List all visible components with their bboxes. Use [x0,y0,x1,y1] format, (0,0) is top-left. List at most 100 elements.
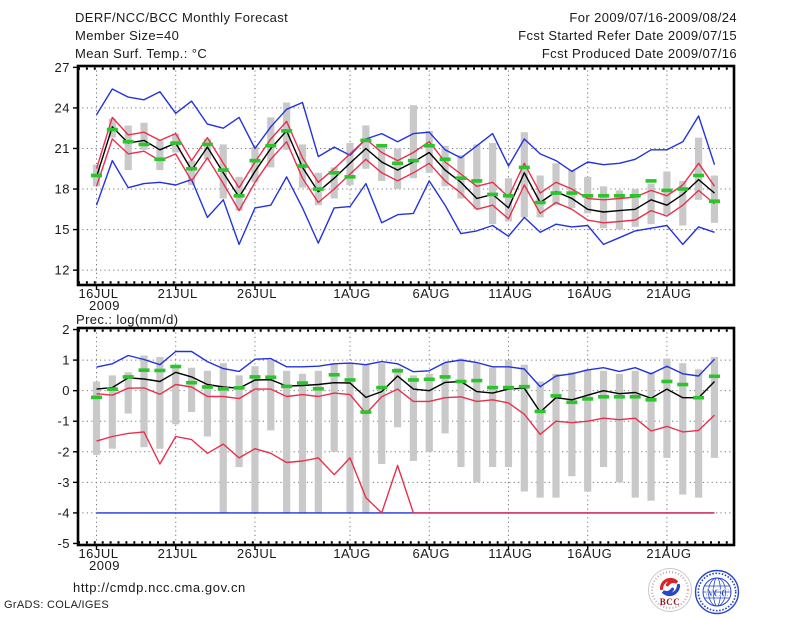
series-spread-bar [140,122,148,150]
series-observation-dash [518,384,530,389]
series-observation-dash [91,395,102,400]
series-spread-bar [187,367,196,413]
series-observation-dash [154,368,166,373]
series-spread-bar [187,160,196,185]
series-observation-dash [550,394,562,398]
series-spread-bar [631,189,639,227]
series-spread-bar [679,363,687,495]
series-observation-dash [693,173,705,178]
series-observation-dash [471,378,483,383]
series-observation-dash [376,385,388,390]
series-spread-bar [251,147,259,183]
series-observation-dash [376,143,388,148]
series-observation-dash [122,139,134,144]
series-spread-bar [504,178,513,222]
ncc-logo: NCC [694,569,740,615]
series-observation-dash [677,187,689,191]
series-spread-bar [584,369,592,492]
x-tick-label: 16JUL [78,546,118,561]
series-spread-bar [679,180,687,226]
series-observation-dash [566,191,578,195]
series-observation-dash [582,397,594,401]
series-observation-dash [598,193,610,198]
series-observation-dash [91,173,102,178]
series-spread-bar [267,117,275,168]
series-observation-dash [186,166,198,171]
series-observation-dash [582,193,594,198]
series-spread-bar [346,363,354,513]
x-tick-label: 1AUG [333,286,370,301]
y-tick-label: -3 [57,475,70,490]
series-spread-bar [425,373,433,452]
series-spread-bar [235,176,243,211]
series-observation-dash [392,161,404,166]
series-observation-dash [708,374,720,379]
series-spread-bar [663,358,671,458]
series-observation-dash [566,400,578,405]
series-ensemble-mean [96,371,715,413]
series-observation-dash [328,372,340,377]
series-spread-bar [536,381,544,498]
series-observation-dash [265,143,277,148]
series-observation-dash [296,381,308,385]
series-spread-bar [203,139,212,160]
ncc-logo-text: NCC [704,588,729,600]
fcst-started-label: Fcst Started Refer Date 2009/07/15 [518,28,737,43]
y-tick-label: 15 [55,222,70,237]
series-observation-dash [312,187,324,191]
series-observation-dash [534,409,546,414]
series-observation-dash [344,378,356,382]
x-tick-label: 26JUL [237,546,277,561]
series-spread-bar [156,357,164,449]
x-tick-label: 16JUL [78,286,118,301]
x-tick-label: 6AUG [413,546,450,561]
series-observation-dash [138,368,150,372]
series-observation-dash [471,179,483,183]
series-observation-dash [281,129,293,133]
series-spread-bar [393,367,402,428]
x-tick-label: 1AUG [333,546,370,561]
bcc-logo-ring-text [650,570,690,610]
series-spread-bar [203,370,212,437]
series-observation-dash [233,386,245,390]
y-tick-label: -5 [57,536,70,551]
series-observation-dash [502,193,514,198]
series-observation-dash [455,379,467,384]
series-spread-bar [489,367,497,468]
series-observation-dash [439,157,451,162]
series-ensemble-min [95,159,715,246]
series-observation-dash [360,138,372,143]
series-observation-dash [534,200,546,205]
series-observation-dash [455,176,467,181]
series-spread-bar [378,363,386,465]
series-observation-dash [598,394,610,399]
y-tick-label: 0 [62,383,70,398]
series-lower-percentile [96,431,715,514]
series-spread-bar [108,375,116,449]
series-spread-bar [172,367,180,425]
series-observation-dash [645,179,657,183]
series-spread-bar [599,370,608,468]
y-tick-label: 12 [55,263,70,278]
member-size-label: Member Size=40 [75,28,180,43]
series-spread-bar [473,144,481,210]
series-spread-bar [552,373,560,498]
series-spread-bar [314,370,322,513]
series-spread-bar [520,364,528,492]
series-observation-dash [661,379,673,384]
series-observation-dash [613,394,625,399]
temperature-chart-title: Mean Surf. Temp.: °C [75,46,208,61]
x-tick-label: 21AUG [646,286,691,301]
series-spread-bar [615,373,623,483]
series-observation-dash [708,199,720,203]
y-tick-label: -4 [57,505,70,520]
series-observation-dash [217,387,229,391]
series-ensemble-max [96,350,716,388]
series-observation-dash [154,157,166,162]
series-spread-bar [457,358,465,468]
series-observation-dash [217,168,229,172]
y-tick-label: -2 [57,444,70,459]
series-observation-dash [392,368,404,373]
series-spread-bar [631,370,639,498]
series-observation-dash [265,375,277,380]
